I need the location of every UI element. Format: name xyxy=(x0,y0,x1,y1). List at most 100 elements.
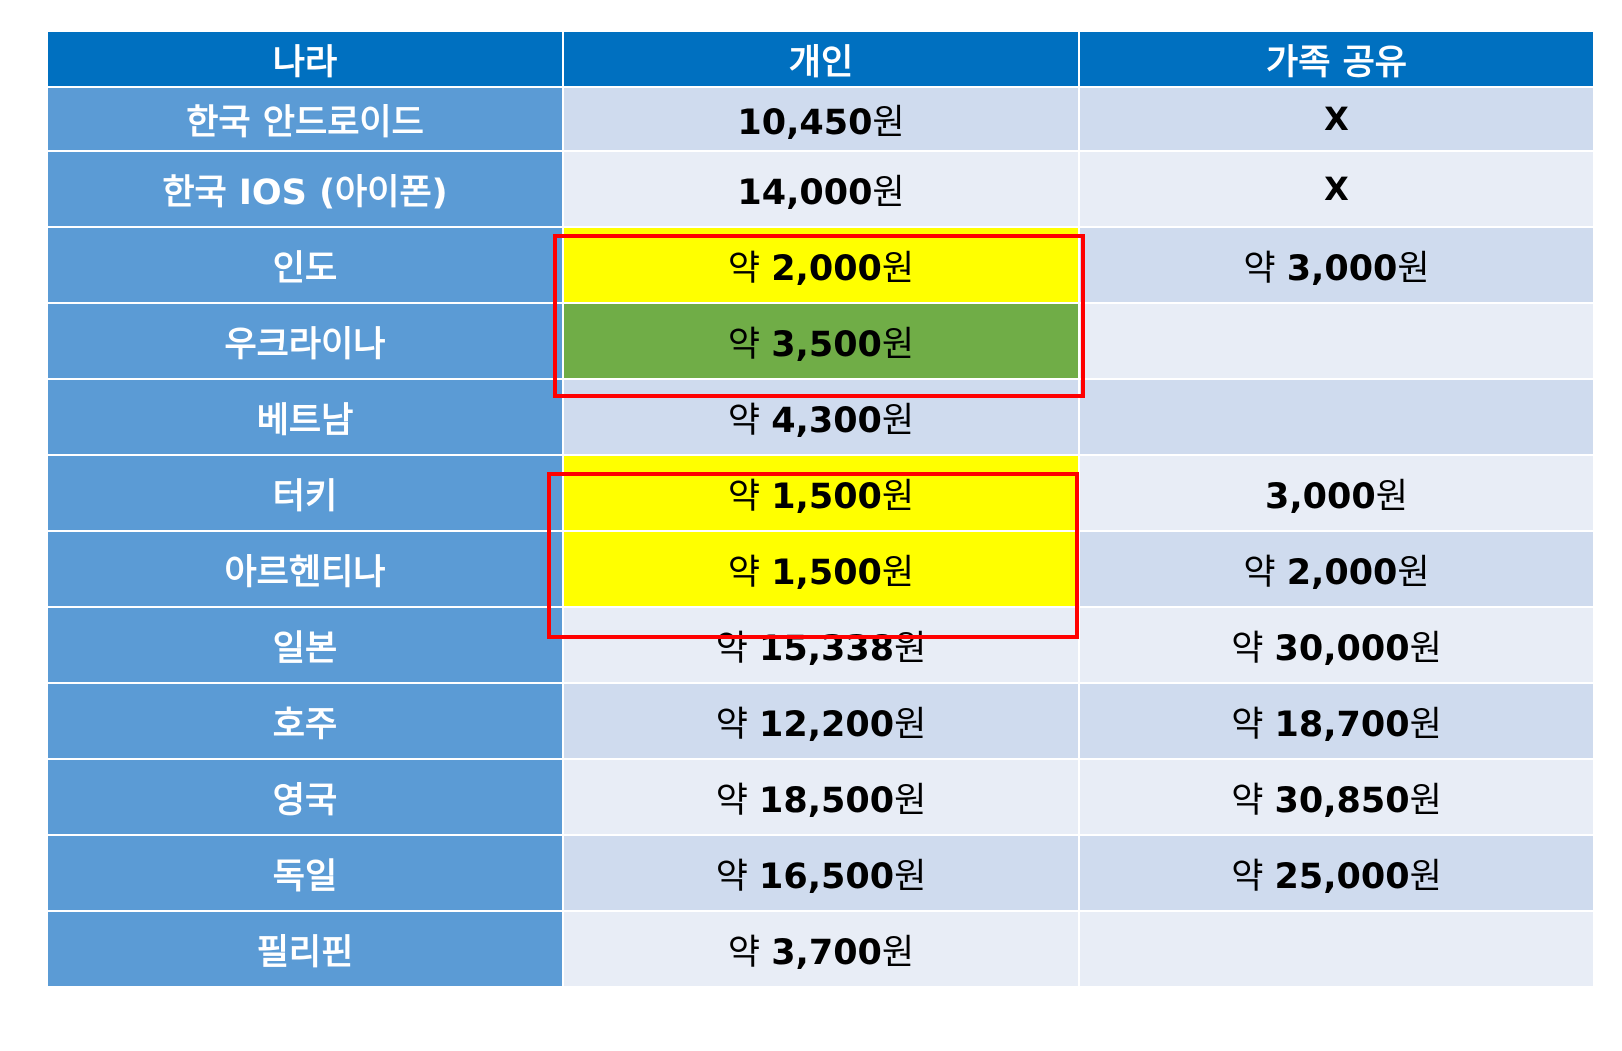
country-cell: 독일 xyxy=(46,834,564,912)
personal-price-cell: 약 16,500원 xyxy=(562,834,1080,912)
price-prefix: 약 xyxy=(715,628,760,669)
family-price-cell: 약 2,000원 xyxy=(1078,530,1595,608)
table-row: 우크라이나 약 3,500원 xyxy=(46,302,1595,380)
personal-price-cell: 약 2,000원 xyxy=(562,226,1080,304)
price-unit: 원 xyxy=(894,780,927,821)
price-unit: 원 xyxy=(881,932,915,973)
price-prefix: 약 xyxy=(715,780,760,821)
price-unit: 원 xyxy=(881,324,915,365)
table-row: 한국 IOS (아이폰) 14,000원 X xyxy=(46,150,1595,228)
country-cell: 한국 안드로이드 xyxy=(46,86,564,152)
price-unit: 원 xyxy=(1397,552,1430,593)
price-unit: 원 xyxy=(1375,476,1408,517)
table-row: 독일 약 16,500원 약 25,000원 xyxy=(46,834,1595,912)
price-number: 2,000 xyxy=(1286,552,1398,593)
price-unit: 원 xyxy=(872,102,905,143)
table-row: 한국 안드로이드 10,450원 X xyxy=(46,86,1595,152)
price-unit: 원 xyxy=(881,400,915,441)
price-number: 15,338 xyxy=(759,628,895,669)
header-row: 나라 개인 가족 공유 xyxy=(46,30,1595,88)
price-unit: 원 xyxy=(1409,856,1442,897)
country-cell: 호주 xyxy=(46,682,564,760)
family-price-cell: 약 25,000원 xyxy=(1078,834,1595,912)
country-cell: 터키 xyxy=(46,454,564,532)
family-price-cell: 약 3,000원 xyxy=(1078,226,1595,304)
family-price-cell xyxy=(1078,302,1595,380)
family-price-cell: X xyxy=(1078,86,1595,152)
price-prefix: 약 xyxy=(1231,628,1275,669)
family-price-cell: 약 30,850원 xyxy=(1078,758,1595,836)
price-unit: 원 xyxy=(894,856,927,897)
country-cell: 한국 IOS (아이폰) xyxy=(46,150,564,228)
country-cell: 일본 xyxy=(46,606,564,684)
price-number: 12,200 xyxy=(759,704,895,745)
price-unit: 원 xyxy=(881,552,915,593)
not-available-mark: X xyxy=(1324,100,1349,138)
country-cell: 필리핀 xyxy=(46,910,564,988)
price-number: 18,700 xyxy=(1274,704,1410,745)
price-number: 25,000 xyxy=(1274,856,1410,897)
personal-price-cell: 약 3,700원 xyxy=(562,910,1080,988)
price-number: 14,000 xyxy=(737,172,873,213)
price-unit: 원 xyxy=(894,628,927,669)
price-prefix: 약 xyxy=(1231,704,1275,745)
family-price-cell: X xyxy=(1078,150,1595,228)
price-unit: 원 xyxy=(894,704,927,745)
table-row: 일본 약 15,338원 약 30,000원 xyxy=(46,606,1595,684)
price-number: 1,500 xyxy=(771,552,882,593)
table-row: 영국 약 18,500원 약 30,850원 xyxy=(46,758,1595,836)
table-row: 인도 약 2,000원 약 3,000원 xyxy=(46,226,1595,304)
family-price-cell: 약 30,000원 xyxy=(1078,606,1595,684)
price-number: 2,000 xyxy=(771,248,882,289)
price-table: 나라 개인 가족 공유 한국 안드로이드 10,450원 X 한국 IOS (아… xyxy=(46,30,1595,988)
price-prefix: 약 xyxy=(1231,856,1275,897)
price-prefix: 약 xyxy=(727,400,772,441)
price-number: 1,500 xyxy=(771,476,882,517)
price-prefix: 약 xyxy=(1243,552,1287,593)
price-prefix: 약 xyxy=(727,476,772,517)
price-unit: 원 xyxy=(872,172,905,213)
header-personal: 개인 xyxy=(562,30,1080,88)
family-price-cell: 약 18,700원 xyxy=(1078,682,1595,760)
family-price-cell xyxy=(1078,910,1595,988)
header-family: 가족 공유 xyxy=(1078,30,1595,88)
personal-price-cell: 약 18,500원 xyxy=(562,758,1080,836)
table-row: 터키 약 1,500원 3,000원 xyxy=(46,454,1595,532)
personal-price-cell: 약 12,200원 xyxy=(562,682,1080,760)
price-prefix: 약 xyxy=(1243,248,1287,289)
not-available-mark: X xyxy=(1324,170,1349,208)
price-prefix: 약 xyxy=(727,248,772,289)
personal-price-cell: 약 3,500원 xyxy=(562,302,1080,380)
country-cell: 베트남 xyxy=(46,378,564,456)
family-price-cell: 3,000원 xyxy=(1078,454,1595,532)
price-number: 3,000 xyxy=(1286,248,1398,289)
price-number: 10,450 xyxy=(737,102,873,143)
header-country: 나라 xyxy=(46,30,564,88)
personal-price-cell: 약 15,338원 xyxy=(562,606,1080,684)
table-row: 호주 약 12,200원 약 18,700원 xyxy=(46,682,1595,760)
personal-price-cell: 10,450원 xyxy=(562,86,1080,152)
price-number: 16,500 xyxy=(759,856,895,897)
table-row: 필리핀 약 3,700원 xyxy=(46,910,1595,988)
personal-price-cell: 약 1,500원 xyxy=(562,530,1080,608)
country-cell: 영국 xyxy=(46,758,564,836)
price-number: 30,850 xyxy=(1274,780,1410,821)
price-unit: 원 xyxy=(1409,780,1442,821)
price-prefix: 약 xyxy=(727,324,772,365)
personal-price-cell: 14,000원 xyxy=(562,150,1080,228)
price-number: 3,500 xyxy=(771,324,882,365)
price-prefix: 약 xyxy=(715,856,760,897)
price-number: 3,000 xyxy=(1265,476,1376,517)
price-number: 18,500 xyxy=(759,780,895,821)
table-row: 아르헨티나 약 1,500원 약 2,000원 xyxy=(46,530,1595,608)
personal-price-cell: 약 4,300원 xyxy=(562,378,1080,456)
price-prefix: 약 xyxy=(1231,780,1275,821)
price-unit: 원 xyxy=(1397,248,1430,289)
price-number: 30,000 xyxy=(1274,628,1410,669)
personal-price-cell: 약 1,500원 xyxy=(562,454,1080,532)
price-number: 4,300 xyxy=(771,400,882,441)
family-price-cell xyxy=(1078,378,1595,456)
price-prefix: 약 xyxy=(727,932,772,973)
price-prefix: 약 xyxy=(727,552,772,593)
country-cell: 인도 xyxy=(46,226,564,304)
